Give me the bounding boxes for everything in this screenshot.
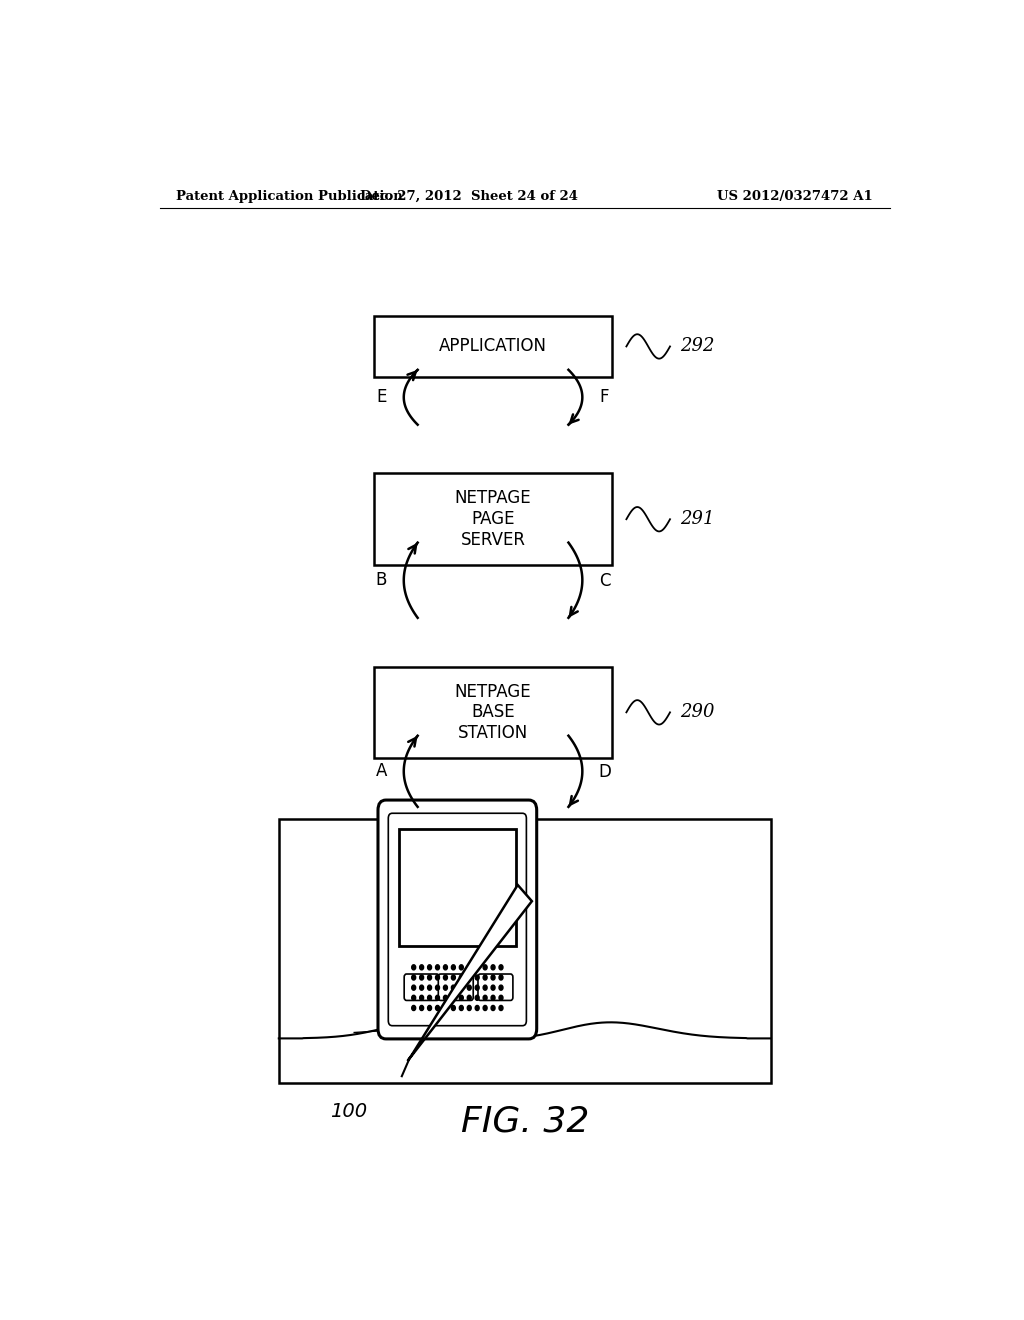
Circle shape bbox=[412, 1006, 416, 1011]
FancyBboxPatch shape bbox=[378, 800, 537, 1039]
Polygon shape bbox=[408, 884, 531, 1061]
Circle shape bbox=[492, 1006, 495, 1011]
Circle shape bbox=[435, 975, 439, 979]
Circle shape bbox=[460, 985, 463, 990]
FancyBboxPatch shape bbox=[374, 474, 612, 565]
Circle shape bbox=[443, 985, 447, 990]
Circle shape bbox=[499, 975, 503, 979]
Circle shape bbox=[435, 995, 439, 1001]
Circle shape bbox=[460, 995, 463, 1001]
Circle shape bbox=[460, 965, 463, 970]
Circle shape bbox=[412, 975, 416, 979]
FancyBboxPatch shape bbox=[279, 818, 771, 1084]
FancyBboxPatch shape bbox=[398, 829, 516, 945]
Circle shape bbox=[420, 995, 424, 1001]
Circle shape bbox=[467, 995, 471, 1001]
Text: E: E bbox=[377, 388, 387, 407]
FancyBboxPatch shape bbox=[478, 974, 513, 1001]
Circle shape bbox=[428, 995, 431, 1001]
Circle shape bbox=[428, 965, 431, 970]
Text: NETPAGE
PAGE
SERVER: NETPAGE PAGE SERVER bbox=[455, 490, 531, 549]
Text: FIG. 32: FIG. 32 bbox=[461, 1105, 589, 1139]
Circle shape bbox=[475, 995, 479, 1001]
Circle shape bbox=[499, 965, 503, 970]
Text: Patent Application Publication: Patent Application Publication bbox=[176, 190, 402, 202]
Circle shape bbox=[428, 985, 431, 990]
Circle shape bbox=[467, 1006, 471, 1011]
Text: A: A bbox=[376, 762, 387, 780]
Text: US 2012/0327472 A1: US 2012/0327472 A1 bbox=[717, 190, 872, 202]
Circle shape bbox=[452, 985, 456, 990]
Text: F: F bbox=[600, 388, 609, 407]
Text: 290: 290 bbox=[680, 704, 715, 721]
Circle shape bbox=[460, 975, 463, 979]
Text: Dec. 27, 2012  Sheet 24 of 24: Dec. 27, 2012 Sheet 24 of 24 bbox=[360, 190, 579, 202]
Circle shape bbox=[420, 1006, 424, 1011]
Circle shape bbox=[499, 995, 503, 1001]
Circle shape bbox=[443, 965, 447, 970]
Circle shape bbox=[499, 985, 503, 990]
Circle shape bbox=[483, 1006, 487, 1011]
FancyBboxPatch shape bbox=[374, 667, 612, 758]
Circle shape bbox=[420, 985, 424, 990]
Circle shape bbox=[435, 1006, 439, 1011]
Circle shape bbox=[420, 975, 424, 979]
Circle shape bbox=[475, 1006, 479, 1011]
Text: B: B bbox=[376, 570, 387, 589]
Circle shape bbox=[492, 975, 495, 979]
Circle shape bbox=[452, 1006, 456, 1011]
Circle shape bbox=[475, 965, 479, 970]
Circle shape bbox=[483, 995, 487, 1001]
Circle shape bbox=[499, 1006, 503, 1011]
Circle shape bbox=[428, 975, 431, 979]
Circle shape bbox=[475, 975, 479, 979]
Circle shape bbox=[452, 975, 456, 979]
Circle shape bbox=[467, 975, 471, 979]
Circle shape bbox=[492, 965, 495, 970]
FancyBboxPatch shape bbox=[438, 974, 473, 1001]
Circle shape bbox=[492, 995, 495, 1001]
FancyBboxPatch shape bbox=[388, 813, 526, 1026]
Circle shape bbox=[452, 965, 456, 970]
Circle shape bbox=[460, 1006, 463, 1011]
Text: APPLICATION: APPLICATION bbox=[439, 338, 547, 355]
Circle shape bbox=[435, 985, 439, 990]
Circle shape bbox=[412, 985, 416, 990]
Circle shape bbox=[443, 995, 447, 1001]
Circle shape bbox=[483, 975, 487, 979]
Text: C: C bbox=[599, 572, 610, 590]
Circle shape bbox=[467, 965, 471, 970]
Circle shape bbox=[443, 975, 447, 979]
Text: 291: 291 bbox=[680, 511, 715, 528]
Circle shape bbox=[435, 965, 439, 970]
Circle shape bbox=[428, 1006, 431, 1011]
Circle shape bbox=[475, 985, 479, 990]
Circle shape bbox=[483, 985, 487, 990]
Circle shape bbox=[412, 995, 416, 1001]
Circle shape bbox=[483, 965, 487, 970]
Text: 100: 100 bbox=[330, 1102, 368, 1121]
Circle shape bbox=[443, 1006, 447, 1011]
FancyBboxPatch shape bbox=[374, 315, 612, 378]
Circle shape bbox=[412, 965, 416, 970]
Text: D: D bbox=[598, 763, 611, 780]
FancyBboxPatch shape bbox=[404, 974, 439, 1001]
Text: 292: 292 bbox=[680, 338, 715, 355]
Circle shape bbox=[452, 995, 456, 1001]
Circle shape bbox=[420, 965, 424, 970]
Circle shape bbox=[492, 985, 495, 990]
Text: NETPAGE
BASE
STATION: NETPAGE BASE STATION bbox=[455, 682, 531, 742]
Circle shape bbox=[467, 985, 471, 990]
